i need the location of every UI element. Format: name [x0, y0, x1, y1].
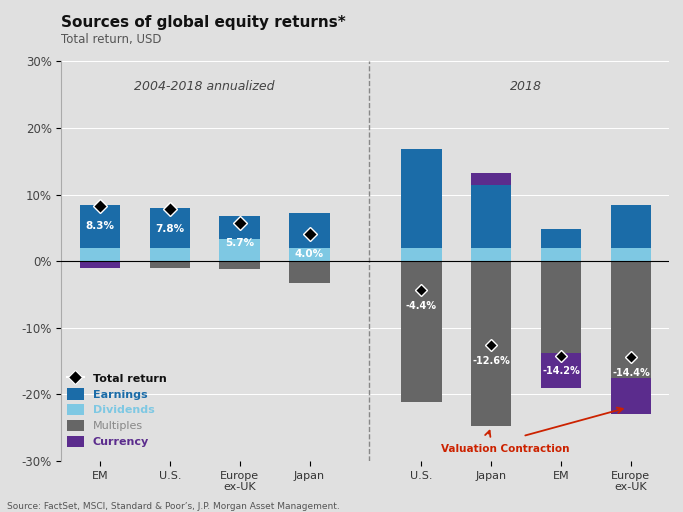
Bar: [401, 248, 442, 261]
Bar: [80, 261, 120, 268]
Bar: [150, 261, 190, 268]
Text: 4.0%: 4.0%: [295, 249, 324, 259]
Text: 2018: 2018: [510, 80, 542, 93]
Bar: [541, 261, 581, 353]
Text: -4.4%: -4.4%: [406, 301, 437, 311]
Text: 8.3%: 8.3%: [85, 221, 114, 230]
Text: 2004-2018 annualized: 2004-2018 annualized: [135, 80, 275, 93]
Bar: [80, 248, 120, 261]
Text: Total return, USD: Total return, USD: [61, 33, 162, 46]
Text: Source: FactSet, MSCI, Standard & Poor’s, J.P. Morgan Asset Management.: Source: FactSet, MSCI, Standard & Poor’s…: [7, 502, 339, 511]
Bar: [471, 184, 512, 248]
Bar: [219, 239, 260, 261]
Text: -14.2%: -14.2%: [542, 366, 580, 376]
Bar: [219, 216, 260, 239]
Text: -12.6%: -12.6%: [473, 356, 510, 366]
Bar: [401, 150, 442, 248]
Bar: [541, 248, 581, 261]
Bar: [611, 261, 651, 378]
Bar: [541, 353, 581, 388]
Text: Valuation Contraction: Valuation Contraction: [441, 444, 570, 454]
Text: 7.8%: 7.8%: [155, 224, 184, 234]
Bar: [219, 261, 260, 269]
Bar: [611, 204, 651, 248]
Text: 5.7%: 5.7%: [225, 238, 254, 248]
Bar: [289, 248, 330, 261]
Bar: [611, 378, 651, 414]
Bar: [289, 261, 330, 283]
Bar: [401, 261, 442, 402]
Text: -14.4%: -14.4%: [612, 368, 650, 378]
Bar: [289, 213, 330, 248]
Bar: [150, 208, 190, 248]
Legend: Total return, Earnings, Dividends, Multiples, Currency: Total return, Earnings, Dividends, Multi…: [67, 372, 167, 447]
Bar: [471, 261, 512, 426]
Bar: [541, 229, 581, 248]
Bar: [611, 248, 651, 261]
Text: Sources of global equity returns*: Sources of global equity returns*: [61, 15, 346, 30]
Bar: [80, 204, 120, 248]
Bar: [150, 248, 190, 261]
Bar: [471, 173, 512, 185]
Bar: [471, 248, 512, 261]
